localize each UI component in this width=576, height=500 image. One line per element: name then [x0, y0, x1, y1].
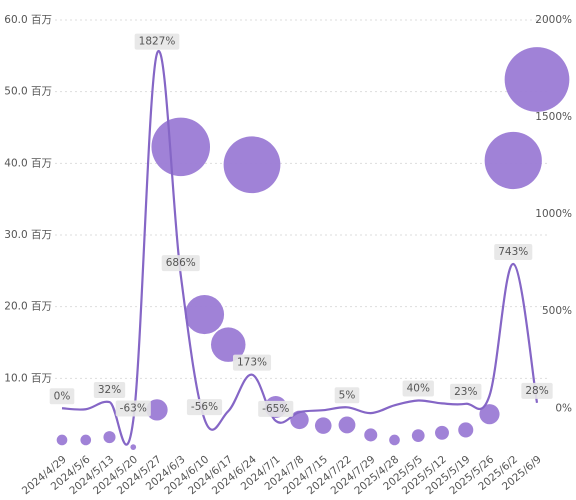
data-label-box	[494, 244, 533, 261]
data-label-text: 40%	[407, 382, 430, 394]
data-label-text: -56%	[191, 401, 218, 413]
y2-tick-label: 2000%	[535, 14, 572, 26]
data-label-text: 1827%	[139, 36, 176, 48]
data-label: 173%	[232, 354, 272, 371]
data-label-text: 0%	[54, 390, 71, 402]
bubble	[389, 434, 400, 446]
bubble	[210, 327, 246, 362]
data-label-text: 743%	[498, 246, 528, 258]
data-label: 0%	[49, 388, 75, 405]
data-label: 32%	[93, 382, 126, 399]
data-label-text: -65%	[262, 403, 289, 415]
line	[61, 49, 539, 446]
bubble	[130, 444, 137, 450]
data-label-text: 28%	[525, 385, 548, 397]
data-label-text: 686%	[166, 257, 196, 269]
data-label: -56%	[186, 399, 223, 416]
data-label-box	[450, 383, 482, 400]
y2-tick-label: 1000%	[535, 208, 572, 220]
data-label-text: -63%	[120, 402, 147, 414]
bubble	[103, 431, 116, 444]
data-label-box	[134, 33, 180, 50]
bubble	[146, 399, 168, 421]
bubble	[151, 117, 211, 177]
data-label: 686%	[161, 255, 200, 272]
y-tick-label: 60.0 百万	[4, 14, 52, 26]
y2-tick-label: 500%	[542, 305, 572, 317]
data-label: -65%	[258, 400, 294, 417]
bubble	[223, 136, 281, 194]
data-label-box	[93, 382, 126, 399]
y-tick-label: 10.0 百万	[4, 372, 52, 384]
data-label: -63%	[115, 400, 151, 417]
bubble	[80, 434, 92, 446]
y-tick-label: 50.0 百万	[4, 86, 52, 98]
data-label-text: 5%	[339, 389, 356, 401]
bubble	[479, 404, 500, 425]
y2-tick-label: 1500%	[535, 111, 572, 123]
data-label-box	[186, 399, 223, 416]
data-label: 28%	[521, 382, 553, 399]
bubble	[56, 434, 68, 446]
y2-tick-label: 0%	[555, 402, 572, 414]
data-label: 5%	[334, 387, 360, 404]
data-label-box	[521, 382, 553, 399]
bubble	[504, 47, 570, 112]
y-tick-label: 20.0 百万	[4, 301, 52, 313]
data-label-text: 173%	[237, 357, 267, 369]
data-label-box	[402, 380, 434, 397]
bubble	[314, 417, 332, 434]
bubble	[338, 416, 356, 434]
data-label-box	[232, 354, 272, 371]
data-label-box	[49, 388, 75, 405]
data-label-text: 23%	[454, 386, 477, 398]
bubble	[484, 131, 542, 190]
data-label: 1827%	[134, 33, 180, 50]
y-tick-label: 30.0 百万	[4, 229, 52, 241]
bubble	[411, 429, 425, 443]
y-tick-label: 40.0 百万	[4, 157, 52, 169]
bubble	[184, 294, 225, 335]
data-label-box	[161, 255, 200, 272]
data-label-box	[334, 387, 360, 404]
data-label: 743%	[494, 244, 533, 261]
bubble	[364, 428, 378, 442]
data-label-box	[115, 400, 151, 417]
data-label-box	[258, 400, 294, 417]
data-label-text: 32%	[98, 384, 121, 396]
bubble	[435, 425, 449, 440]
bubble	[458, 422, 474, 438]
data-label: 23%	[450, 383, 482, 400]
data-label: 40%	[402, 380, 434, 397]
